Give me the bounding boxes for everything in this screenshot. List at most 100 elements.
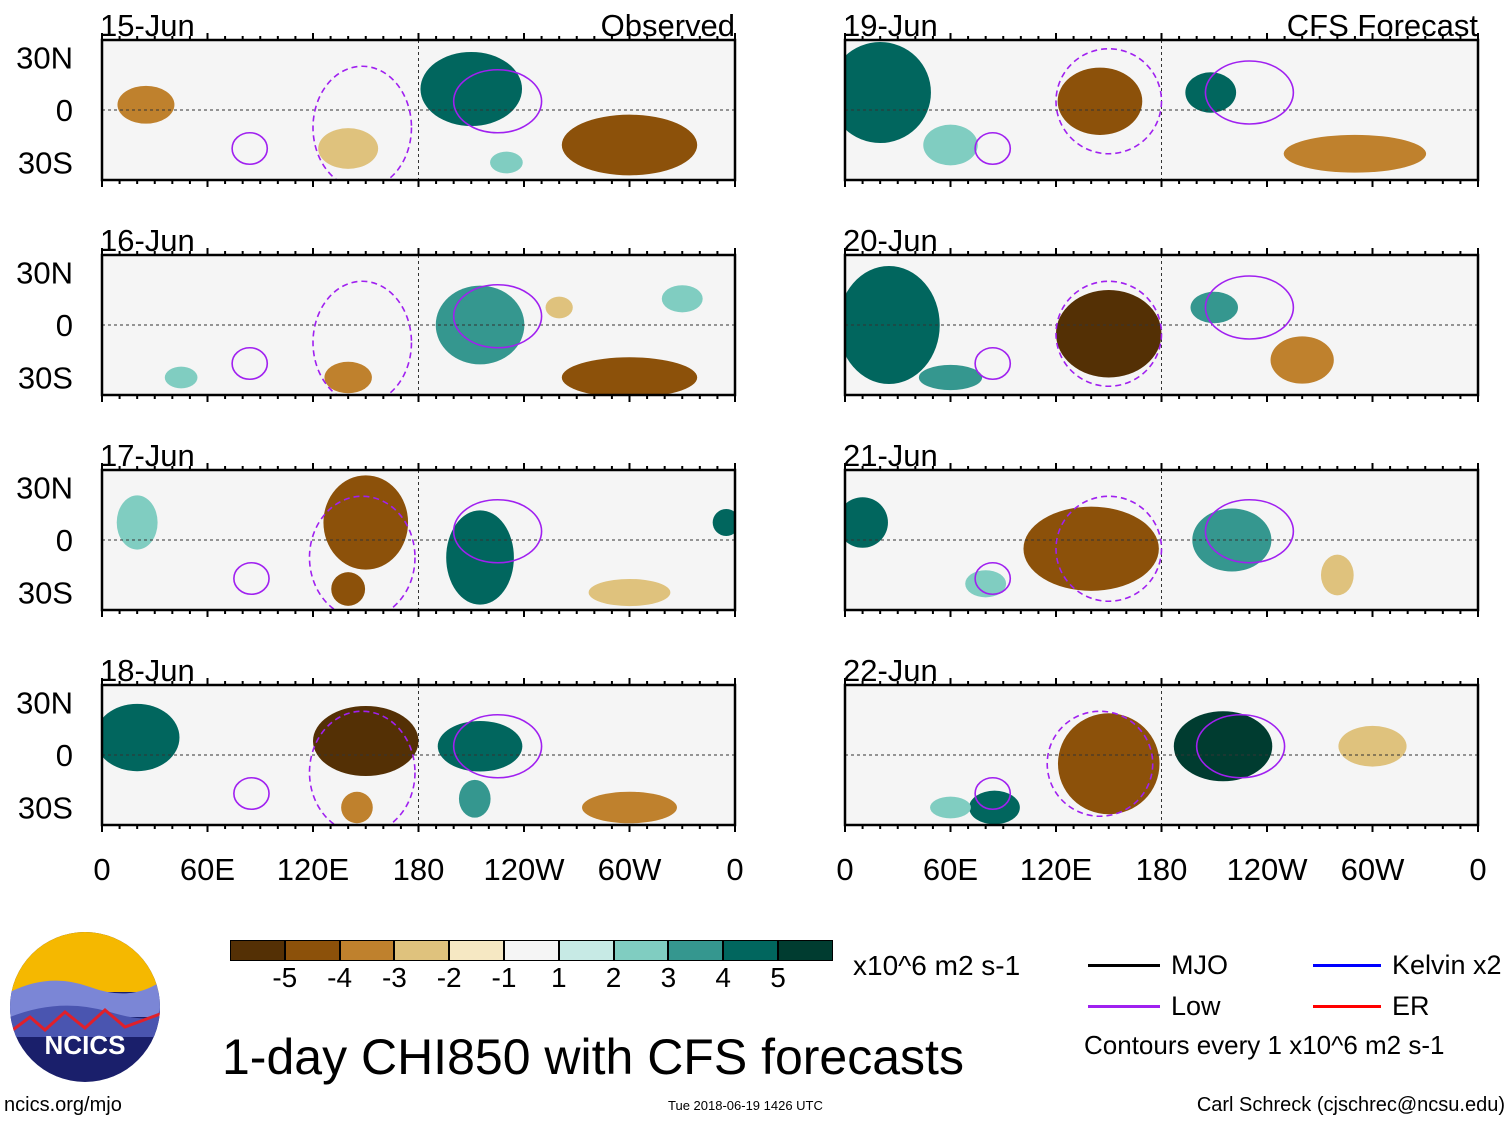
figure-title: 1-day CHI850 with CFS forecasts [222,1029,964,1085]
anomaly-contour [446,510,514,605]
colorbar-swatch [613,940,669,961]
low-contour [231,131,269,166]
map-panel: 16-Jun 30N 0 30S [16,223,737,402]
colorbar-swatch [668,940,724,961]
map-panel: 17-Jun 30N 0 30S [16,438,737,617]
low-contour [452,68,543,134]
lon-tick-label: 180 [393,852,445,887]
anomaly-contour [582,791,677,824]
lat-tick-label: 30S [18,361,73,396]
anomaly-contour [1173,711,1273,782]
low-contour [312,280,413,395]
column-label: CFS Forecast [1287,8,1479,43]
anomaly-contour [845,41,931,144]
colorbar-label: -1 [491,962,517,993]
lat-tick-label: 30N [16,256,73,291]
anomaly-contour [331,572,366,606]
legend-mjo: MJO [1171,950,1228,980]
lon-tick-label: 120E [1020,852,1092,887]
legend-low: Low [1171,991,1221,1021]
panel-date: 18-Jun [100,653,195,688]
anomaly-contour [313,706,419,776]
low-contour [308,495,416,610]
colorbar-label: 1 [551,962,567,993]
anomaly-contour [588,578,671,607]
anomaly-contour [918,364,983,391]
lon-tick-label: 60E [923,852,978,887]
lon-tick-label: 0 [836,852,853,887]
low-contour [974,131,1012,166]
colorbar-label: -4 [327,962,353,993]
low-contour [1204,60,1295,125]
panel-date: 20-Jun [843,223,938,258]
low-contour [452,283,543,349]
anomaly-contour [1338,725,1407,767]
colorbar-label: 2 [605,962,622,993]
anomaly-contour [845,266,940,384]
low-contour [1055,47,1163,155]
colorbar-label: -5 [272,962,298,993]
lat-tick-label: 30N [16,41,73,76]
colorbar-swatch [230,940,285,961]
lat-tick-label: 30N [16,686,73,721]
lat-tick-label: 0 [56,308,73,343]
colorbar-swatch [394,940,450,961]
map-panel: 22-Jun 0 60E 120E 180 120W 60W 0 [836,653,1486,887]
legend-kelvin: Kelvin x2 [1392,950,1502,980]
colorbar-swatch [339,940,395,961]
anomaly-contour [1023,506,1159,591]
anomaly-contour [420,51,523,127]
low-line [1088,1005,1160,1008]
low-contour [1204,275,1295,340]
colorbar-swatch [723,940,778,961]
anomaly-contour [545,296,573,319]
low-contour [1055,280,1163,388]
map-panel: 21-Jun [843,438,1480,617]
lon-tick-label: 60E [180,852,235,887]
anomaly-contour [561,357,698,395]
colorbar-label: 3 [660,962,677,993]
footer-url[interactable]: ncics.org/mjo [4,1094,122,1116]
low-contour [452,713,543,779]
low-contour [1195,713,1286,779]
lon-tick-label: 180 [1136,852,1188,887]
anomaly-contour [323,475,409,570]
map-panel: 19-Jun CFS Forecast [843,8,1480,187]
anomaly-contour [1057,713,1160,815]
lon-tick-label: 60W [1341,852,1405,887]
panel-date: 16-Jun [100,223,195,258]
low-contour [974,776,1012,811]
lon-tick-label: 0 [93,852,110,887]
anomaly-contour [164,366,198,389]
lon-tick-label: 60W [598,852,662,887]
low-contour [312,65,413,180]
low-contour [1055,495,1163,603]
lat-tick-label: 30S [18,146,73,181]
anomaly-contour [1057,67,1143,135]
legend-er: ER [1392,991,1430,1021]
anomaly-contour [117,85,175,124]
lon-tick-label: 0 [726,852,743,887]
anomaly-contour [969,790,1020,825]
anomaly-contour [324,361,372,394]
low-contour [231,346,269,381]
lat-tick-label: 0 [56,93,73,128]
anomaly-contour [437,720,523,772]
low-contour [233,776,270,811]
panel-date: 15-Jun [100,8,195,43]
column-label: Observed [601,8,735,43]
lat-tick-label: 30N [16,471,73,506]
map-panel: 18-Jun 30N 0 30S 0 60E 120E 180 120W 60W 0 [16,653,744,887]
colorbar-label: 5 [770,962,786,993]
low-contour [308,710,416,825]
panel-date: 22-Jun [843,653,938,688]
anomaly-contour [930,796,971,819]
anomaly-contour [1320,554,1354,596]
low-contour [1046,710,1154,818]
colorbar-label: -2 [436,962,462,993]
anomaly-contour [1270,336,1334,384]
map-panel: 15-Jun Observed 30N 0 30S [16,8,737,187]
er-line [1313,1005,1381,1008]
anomaly-contour [102,703,180,772]
anomaly-contour [116,495,158,550]
